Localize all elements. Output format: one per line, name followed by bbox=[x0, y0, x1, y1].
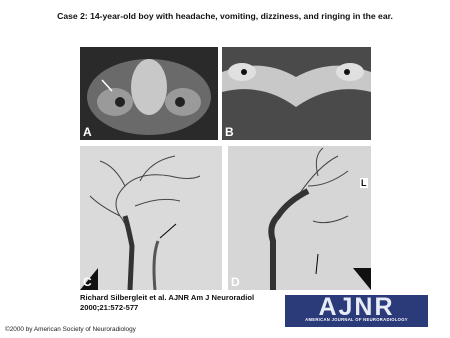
citation: Richard Silbergleit et al. AJNR Am J Neu… bbox=[80, 293, 254, 313]
angio-drawing bbox=[80, 155, 201, 290]
ct-image-b: B bbox=[222, 47, 371, 140]
panel-label: C bbox=[83, 275, 92, 289]
panel-label: D bbox=[231, 275, 240, 289]
ct-image-a: A bbox=[80, 47, 218, 140]
journal-logo: AJNR AMERICAN JOURNAL OF NEURORADIOLOGY bbox=[285, 295, 428, 327]
logo-name: AJNR bbox=[318, 295, 395, 321]
angiogram-d: D L bbox=[228, 146, 371, 290]
ct-drawing bbox=[222, 47, 371, 140]
slide-title: Case 2: 14-year-old boy with headache, v… bbox=[57, 11, 393, 21]
citation-line: Richard Silbergleit et al. AJNR Am J Neu… bbox=[80, 293, 255, 302]
copyright: ©2000 by American Society of Neuroradiol… bbox=[5, 326, 136, 333]
panel-label: B bbox=[225, 125, 234, 139]
side-marker: L bbox=[360, 178, 368, 188]
ct-drawing bbox=[87, 59, 211, 135]
angio-drawing bbox=[268, 147, 371, 290]
logo-subtitle: AMERICAN JOURNAL OF NEURORADIOLOGY bbox=[305, 317, 408, 322]
panel-label: A bbox=[83, 125, 92, 139]
citation-line: 2000;21:572-577 bbox=[80, 303, 139, 312]
angiogram-c: C bbox=[80, 146, 222, 290]
